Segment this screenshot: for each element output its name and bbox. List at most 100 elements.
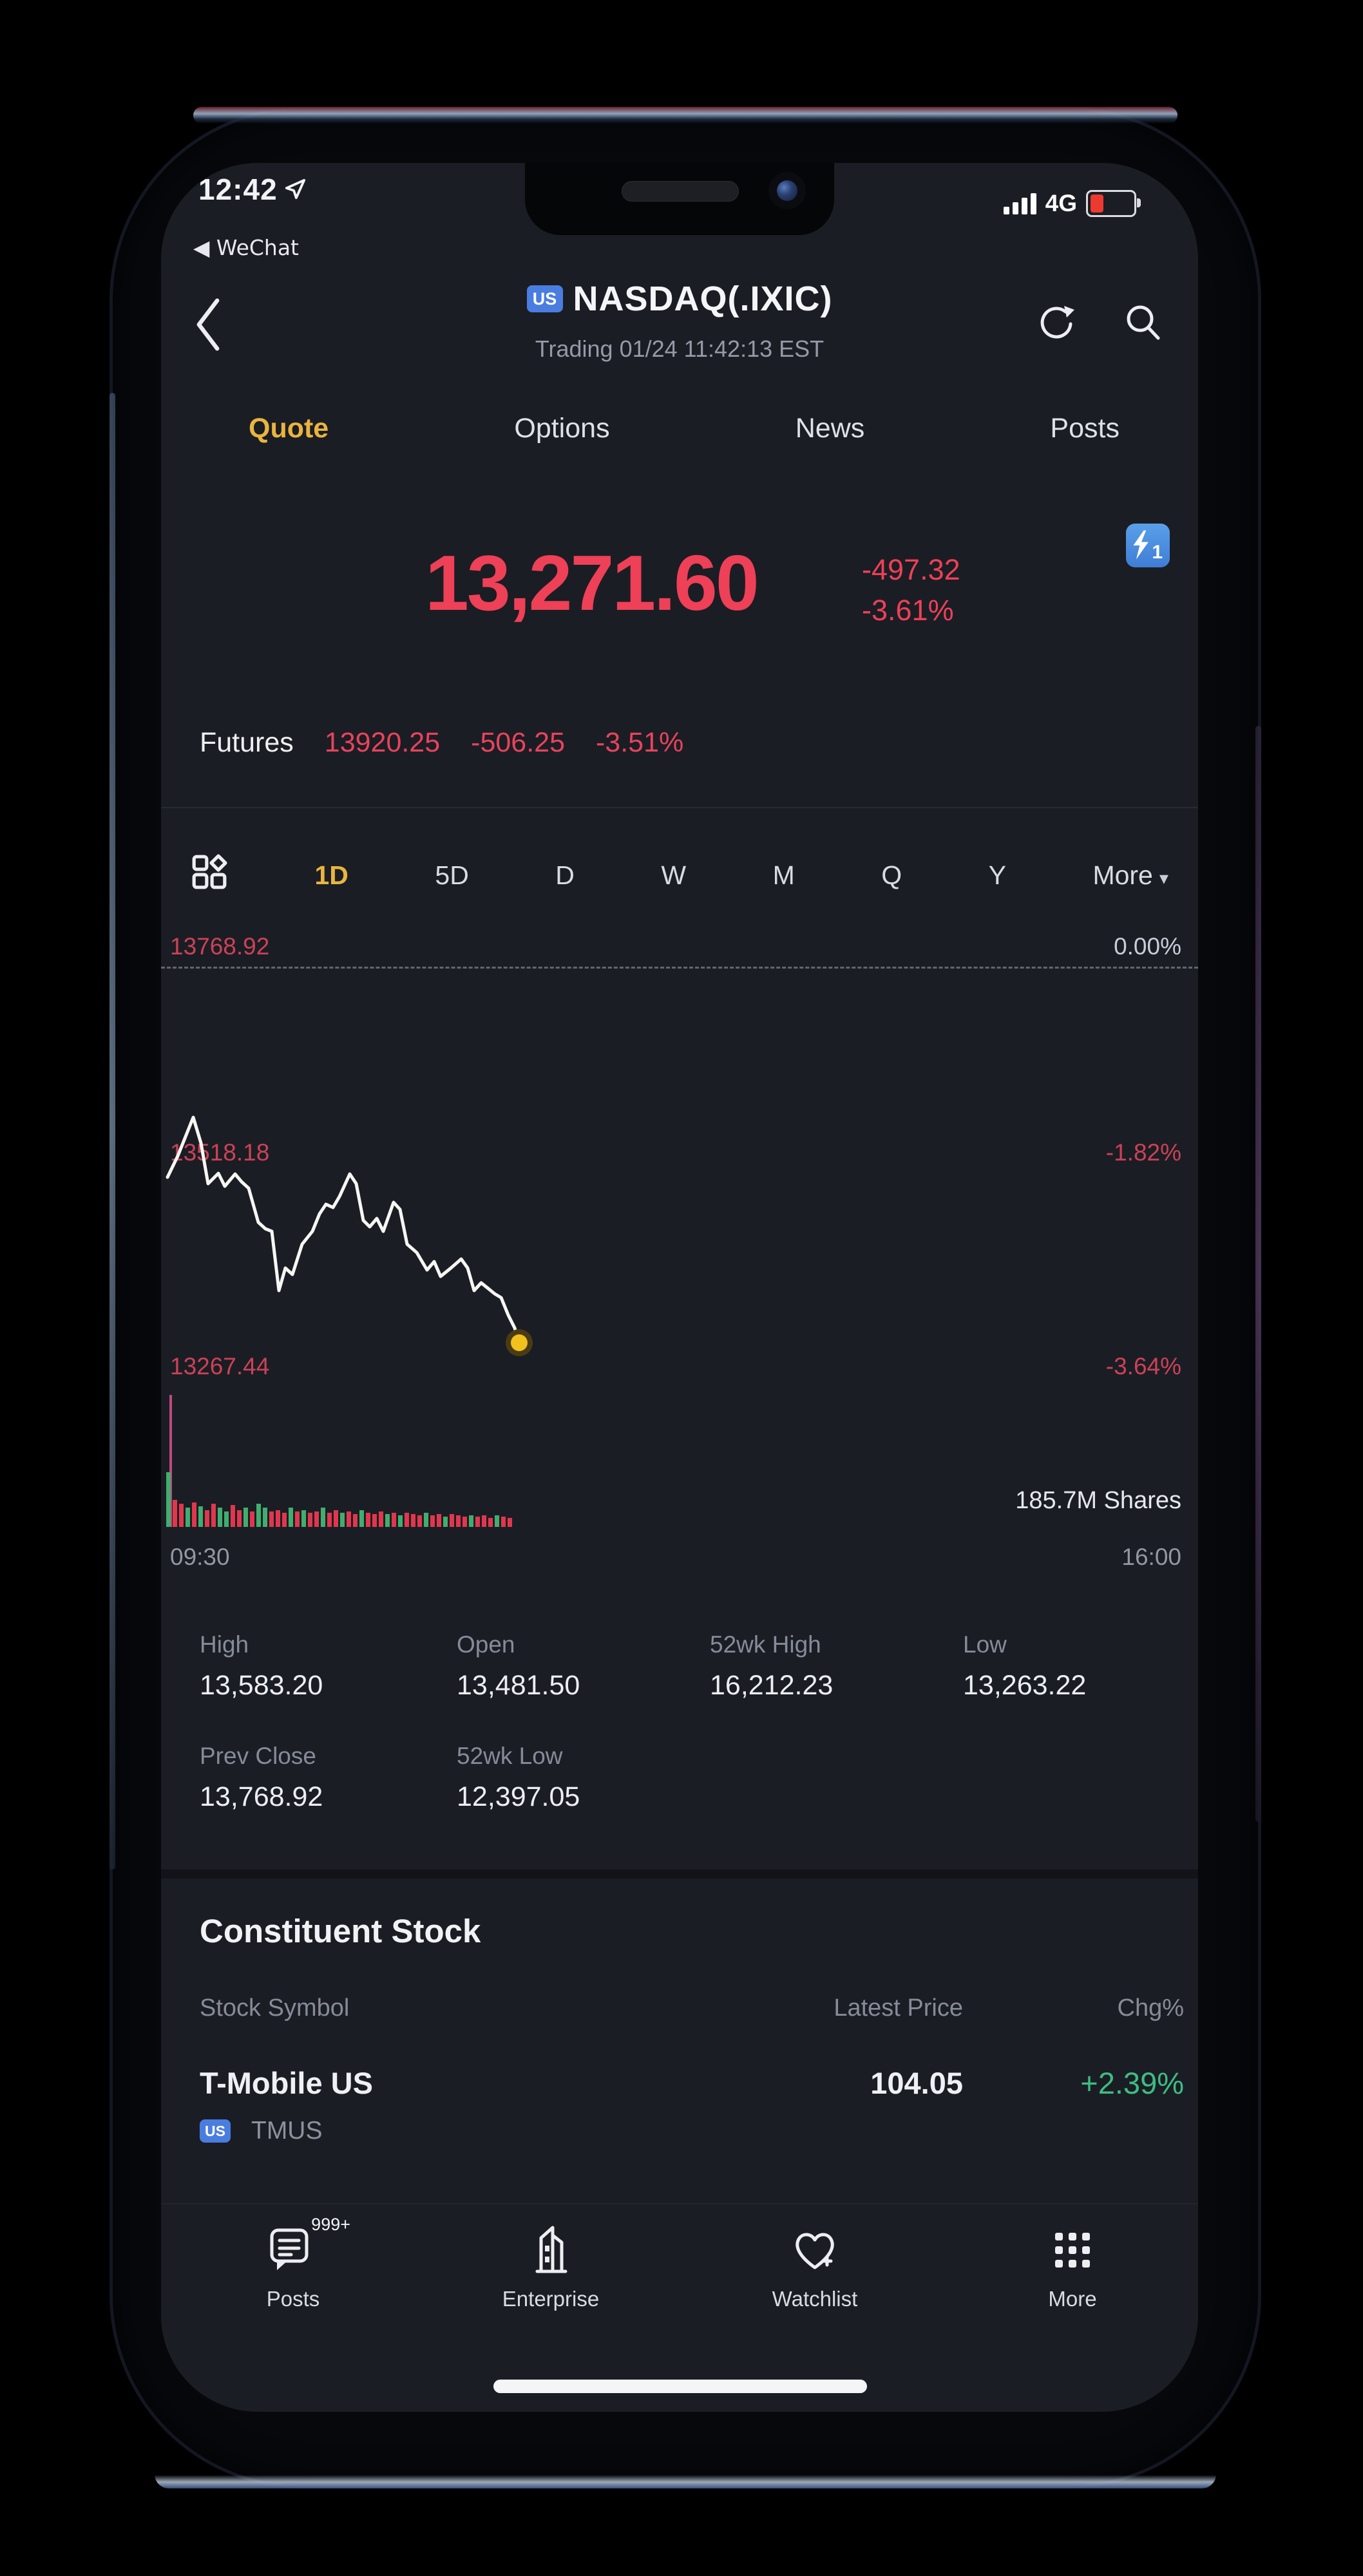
stat-value: 13,481.50 [457, 1670, 580, 1701]
chat-bubble-icon: 999+ [264, 2215, 350, 2279]
phone-rim-bottom [155, 2474, 1216, 2488]
volume-bar [392, 1513, 396, 1527]
volume-bar [411, 1514, 415, 1527]
col-chg-pct: Chg% [1117, 1994, 1185, 2022]
network-type: 4G [1045, 190, 1077, 216]
period-d[interactable]: D [555, 860, 575, 890]
lightning-icon [1133, 530, 1149, 560]
speaker-grille [622, 181, 739, 202]
nav-watchlist[interactable]: Watchlist [738, 2221, 892, 2311]
volume-bar [308, 1513, 312, 1527]
tab-news[interactable]: News [795, 413, 865, 444]
volume-bar [224, 1511, 229, 1527]
period-y[interactable]: Y [988, 860, 1006, 890]
volume-bar [353, 1514, 357, 1527]
back-to-wechat[interactable]: ◀ WeChat [193, 235, 299, 260]
price-chart[interactable] [161, 952, 1198, 1531]
ticker-symbol: TMUS [251, 2117, 323, 2145]
futures-label: Futures [200, 727, 294, 758]
nav-label: More [1048, 2287, 1097, 2311]
volume-bar [482, 1515, 486, 1527]
volume-bar [443, 1517, 448, 1527]
grid-dots-icon [1044, 2221, 1101, 2279]
back-button[interactable] [186, 296, 231, 354]
gridline-price-0: 13768.92 [170, 933, 270, 960]
volume-bar [198, 1506, 203, 1527]
period-m[interactable]: M [772, 860, 795, 890]
stock-symbol-row: US TMUS [200, 2117, 323, 2145]
section-divider [161, 1870, 1198, 1879]
battery-icon [1086, 190, 1141, 217]
volume-label: 185.7M Shares [1015, 1487, 1181, 1514]
volume-bar [347, 1511, 351, 1527]
session-end-time: 16:00 [1121, 1544, 1181, 1570]
chart-period-tabs: 1D 5D D W M Q Y More ▾ [161, 853, 1198, 897]
volume-bar [501, 1517, 506, 1527]
realtime-quote-icon[interactable]: 1 [1126, 524, 1170, 567]
futures-change-pct: -3.51% [595, 727, 684, 758]
volume-bar [256, 1504, 261, 1527]
prev-close-dashed-line [161, 967, 1198, 969]
period-1d[interactable]: 1D [314, 860, 348, 890]
search-button[interactable] [1121, 301, 1167, 347]
volume-bar [237, 1510, 242, 1527]
top-tabs: Quote Options News Posts [161, 413, 1198, 444]
gridline-pct-1: -1.82% [1105, 1139, 1181, 1166]
more-label: More [1092, 860, 1153, 890]
volume-bar [276, 1510, 280, 1527]
volume-bar [495, 1515, 499, 1527]
stat-label: 52wk Low [457, 1743, 563, 1769]
tab-quote[interactable]: Quote [249, 413, 329, 444]
home-indicator[interactable] [493, 2380, 867, 2393]
phone-rim-left [110, 392, 115, 1870]
volume-bar [417, 1515, 422, 1527]
lv1-number: 1 [1152, 542, 1163, 563]
period-q[interactable]: Q [881, 860, 902, 890]
volume-bar [218, 1508, 222, 1527]
gridline-price-1: 13518.18 [170, 1139, 270, 1166]
volume-bar [359, 1510, 364, 1527]
front-camera [768, 172, 806, 209]
change-percent: -3.61% [862, 594, 954, 627]
tab-posts[interactable]: Posts [1050, 413, 1120, 444]
volume-bar [243, 1508, 248, 1527]
period-5d[interactable]: 5D [435, 860, 469, 890]
nav-divider [161, 2203, 1198, 2204]
us-flag-badge: US [200, 2119, 231, 2143]
volume-bar [314, 1511, 319, 1527]
period-w[interactable]: W [661, 860, 687, 890]
volume-bar [340, 1513, 345, 1527]
stat-label: Prev Close [200, 1743, 316, 1769]
futures-last: 13920.25 [324, 727, 441, 758]
stat-value: 13,768.92 [200, 1781, 323, 1812]
volume-bar [327, 1513, 332, 1527]
refresh-button[interactable] [1034, 301, 1081, 347]
posts-badge: 999+ [311, 2215, 350, 2234]
stat-label: Open [457, 1631, 515, 1658]
app-screen: 12:42 ◀ WeChat 4G US NASDAQ(.IXIC) Tradin… [161, 163, 1198, 2412]
volume-bar [456, 1515, 461, 1527]
volume-bar [398, 1515, 403, 1527]
clock-text: 12:42 [198, 173, 278, 206]
volume-bar [321, 1508, 325, 1527]
battery-level [1091, 194, 1103, 213]
period-more[interactable]: More ▾ [1092, 860, 1168, 891]
nav-enterprise[interactable]: Enterprise [473, 2221, 628, 2311]
volume-bar [385, 1514, 390, 1527]
gridline-pct-0: 0.00% [1114, 933, 1181, 960]
volume-bar [295, 1511, 300, 1527]
stat-value: 13,583.20 [200, 1670, 323, 1701]
volume-bar [379, 1511, 383, 1527]
heart-plus-icon [786, 2221, 844, 2279]
nav-posts[interactable]: 999+ Posts [216, 2215, 370, 2311]
chart-type-grid-icon[interactable] [191, 853, 228, 897]
signal-icon [1003, 193, 1036, 214]
futures-row[interactable]: Futures 13920.25 -506.25 -3.51% [200, 727, 683, 759]
col-stock-symbol: Stock Symbol [200, 1994, 350, 2022]
stat-value: 13,263.22 [963, 1670, 1087, 1701]
volume-bar [205, 1510, 209, 1527]
nav-more[interactable]: More [995, 2221, 1150, 2311]
nav-label: Posts [266, 2287, 320, 2311]
volume-bar [173, 1500, 177, 1527]
tab-options[interactable]: Options [514, 413, 610, 444]
